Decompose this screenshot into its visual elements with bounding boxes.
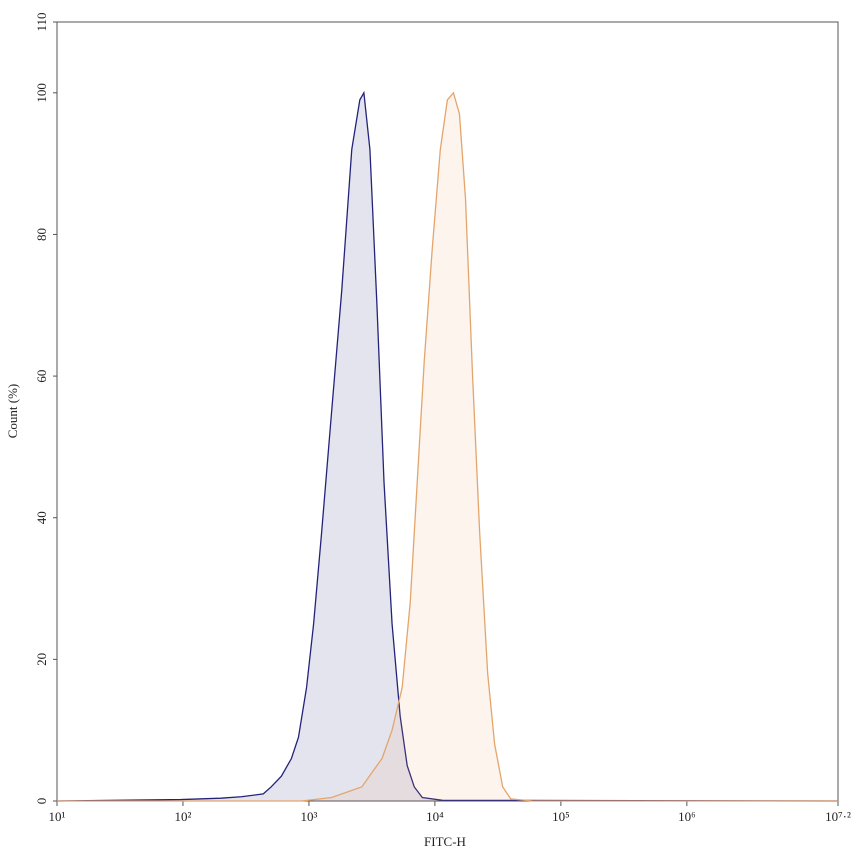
y-tick-label: 80 <box>34 228 49 241</box>
x-tick-label: 10³ <box>300 809 317 824</box>
area-line <box>56 90 839 802</box>
y-tick-label: 20 <box>34 653 49 666</box>
x-tick-label: 10⁵ <box>552 809 570 824</box>
area-line <box>57 91 838 802</box>
x-axis-label: FITC-H <box>424 834 466 849</box>
y-axis-label: Count (%) <box>5 384 20 439</box>
plot-frame <box>56 21 839 802</box>
y-tick-label: 40 <box>34 511 49 524</box>
x-tick-label: 10⁷·² <box>825 809 851 824</box>
y-tick-label: 0 <box>34 798 49 805</box>
area-fill <box>57 92 838 801</box>
y-tick-label: 110 <box>34 12 49 31</box>
x-tick-label: 10⁶ <box>678 809 696 824</box>
series-layer <box>56 90 839 802</box>
y-tick-label: 100 <box>34 83 49 103</box>
x-tick-label: 10¹ <box>49 809 66 824</box>
y-tick-label: 60 <box>34 370 49 383</box>
x-tick-label: 10² <box>175 809 192 824</box>
x-tick-label: 10⁴ <box>426 809 444 824</box>
